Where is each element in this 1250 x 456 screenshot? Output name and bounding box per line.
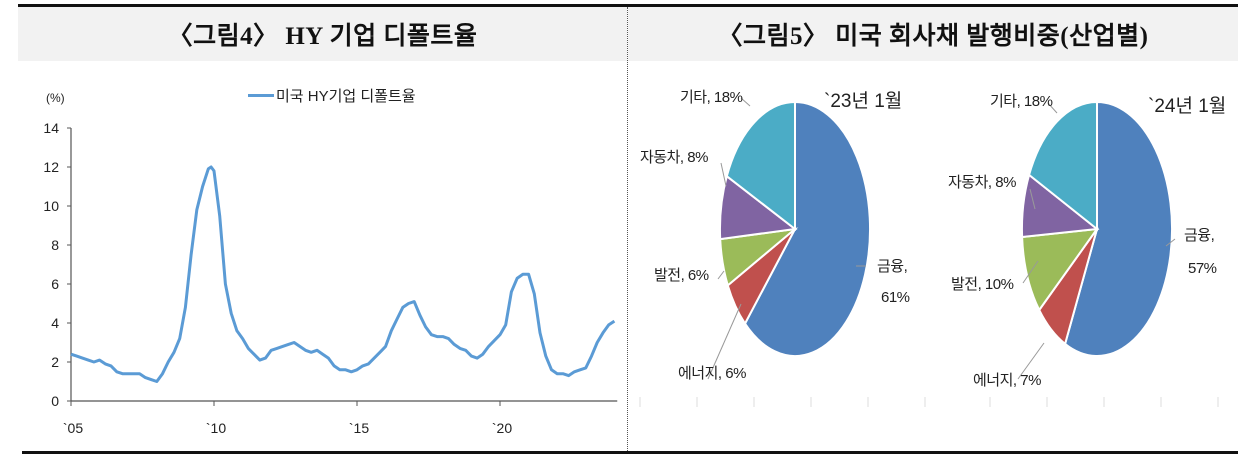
pie-2024-label-power: 발전, 10% bbox=[951, 276, 1014, 293]
pie-2024 bbox=[1020, 100, 1174, 357]
svg-text:`10: `10 bbox=[206, 420, 226, 436]
svg-text:6: 6 bbox=[51, 276, 59, 292]
svg-text:`05: `05 bbox=[63, 420, 83, 436]
pie-2024-label-auto: 자동차, 8% bbox=[948, 174, 1016, 191]
pie-2023-label-energy: 에너지, 6% bbox=[678, 365, 746, 382]
bottom-rule bbox=[22, 451, 1238, 454]
figure-divider bbox=[627, 7, 628, 451]
faint-axis-ticks bbox=[639, 397, 1219, 407]
pie-2024-period: `24년 1월 bbox=[1148, 96, 1227, 117]
svg-text:8: 8 bbox=[51, 237, 59, 253]
chart-legend: 미국 HY기업 디폴트율 bbox=[248, 85, 416, 106]
x-axis: `05 `10 `15 `20 bbox=[63, 400, 618, 436]
figure5-title: 〈그림5〉 미국 회사채 발행비중(산업별) bbox=[628, 7, 1238, 61]
legend-line-swatch-icon bbox=[248, 94, 274, 97]
pie-2023-period: `23년 1월 bbox=[824, 91, 903, 112]
pie-2023-label-finance-name: 금융, bbox=[877, 258, 908, 275]
svg-text:14: 14 bbox=[43, 120, 59, 136]
svg-text:`20: `20 bbox=[492, 420, 512, 436]
pie-2024-label-finance-value: 57% bbox=[1188, 260, 1217, 277]
pie-2024-label-finance-name: 금융, bbox=[1184, 227, 1215, 244]
label-leader-lines bbox=[707, 97, 1176, 380]
top-rule bbox=[18, 4, 1238, 7]
svg-text:4: 4 bbox=[51, 315, 59, 331]
svg-text:`15: `15 bbox=[349, 420, 369, 436]
default-rate-line bbox=[70, 165, 616, 383]
pie-plot-area bbox=[639, 97, 1219, 407]
figure5-pie-charts: `23년 1월 기타, 18% 자동차, 8% 발전, 6% 에너지, 6% 금… bbox=[628, 61, 1238, 451]
y-axis-unit: (%) bbox=[46, 91, 65, 105]
legend-label: 미국 HY기업 디폴트율 bbox=[276, 88, 416, 105]
pie-2023-label-auto: 자동차, 8% bbox=[640, 149, 708, 166]
y-axis: 0 2 4 6 8 10 12 14 bbox=[43, 120, 72, 409]
pie-2023-label-other: 기타, 18% bbox=[680, 89, 743, 106]
pie-2023-label-power: 발전, 6% bbox=[654, 267, 709, 284]
line-plot-area: 0 2 4 6 8 10 12 14 `05 `10 `15 `20 bbox=[43, 120, 618, 436]
figure4-line-chart: (%) 미국 HY기업 디폴트율 0 2 4 6 8 10 12 14 `05 `10 `15 `2… bbox=[18, 61, 627, 451]
pie-2024-label-energy: 에너지, 7% bbox=[973, 372, 1041, 389]
figure4-title: 〈그림4〉 HY 기업 디폴트율 bbox=[18, 7, 627, 61]
pie-2023-label-finance-value: 61% bbox=[881, 289, 910, 306]
pie-2024-label-other: 기타, 18% bbox=[990, 93, 1053, 110]
svg-text:10: 10 bbox=[43, 198, 59, 214]
svg-text:2: 2 bbox=[51, 354, 59, 370]
svg-text:0: 0 bbox=[51, 393, 59, 409]
pie-2023 bbox=[718, 100, 871, 357]
svg-text:12: 12 bbox=[43, 159, 59, 175]
